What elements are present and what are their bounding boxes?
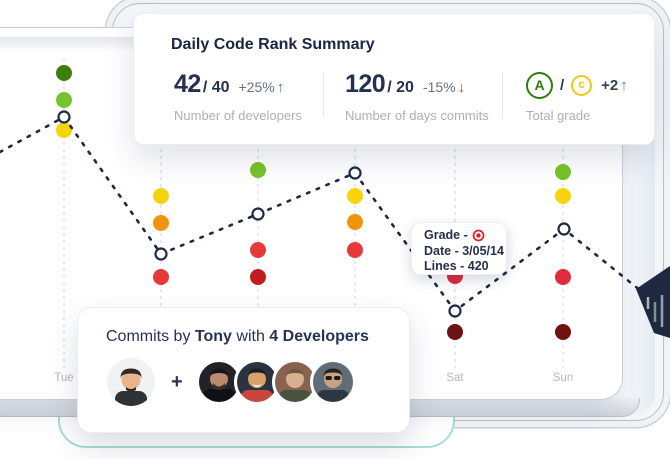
axis-label-sat: Sat [446,372,464,384]
tooltip-date-line: Date - 3/05/14 [424,243,504,258]
developer-avatar[interactable] [195,359,242,405]
grade-dot-tue[interactable] [56,65,72,81]
grade-dot-fri[interactable] [347,188,363,204]
stats-row: 42 / 40 +25% ↑ Number of developers 120 … [134,70,654,123]
commits-value: 120 [345,70,386,98]
grade-dot-wed[interactable] [153,269,169,285]
tooltip-lines-line: Lines - 420 [424,259,489,273]
grade-badge-a: A [526,71,553,99]
tooltip-grade-label: Grade - [424,228,468,242]
grade-dot-wed[interactable] [153,215,169,231]
commits-author-name: Tony [194,328,232,345]
trend-line [0,115,643,313]
developer-avatar-group [195,359,356,405]
grade-dot-sat[interactable] [447,324,463,340]
grade-dot-sun[interactable] [555,188,571,204]
trend-marker[interactable] [57,110,71,124]
grade-badge-c: c [571,74,593,96]
grade-separator: / [560,76,565,94]
developers-delta: +25% [238,79,275,95]
developers-label: Number of developers [174,108,302,123]
commits-label: Number of days commits [345,108,489,123]
commits-developer-count: 4 Developers [269,328,369,345]
trend-up-icon: ↑ [276,79,285,96]
grade-dot-sun[interactable] [555,164,571,180]
commits-denominator: / 20 [387,79,414,96]
grade-dot-tue[interactable] [56,122,72,138]
axis-label-tue: Tue [54,372,73,384]
trend-down-icon: ↓ [457,79,466,96]
trend-marker[interactable] [251,207,265,221]
developer-avatar[interactable] [309,359,356,405]
axis-label-sun: Sun [553,372,573,384]
grade-bullseye-icon [472,229,485,242]
grade-dot-thu[interactable] [250,162,266,178]
stat-divider [502,72,503,118]
trend-marker[interactable] [448,304,462,318]
grade-dot-thu[interactable] [250,269,266,285]
tooltip-grade-line: Grade - [424,228,506,244]
commits-card: Commits by Tony with 4 Developers + [77,307,410,433]
trend-marker[interactable] [154,247,168,261]
tooltip: Grade - Date - 3/05/14 Lines - 420 [411,222,507,275]
commits-title: Commits by Tony with 4 Developers [106,328,409,346]
grade-dot-thu[interactable] [250,242,266,258]
grade-dot-sun[interactable] [555,324,571,340]
stat-days-commits: 120 / 20 -15% ↓ Number of days commits [324,70,502,123]
grade-label: Total grade [526,108,591,123]
tony-avatar[interactable] [106,357,156,407]
plus-icon: + [171,370,183,393]
summary-title: Daily Code Rank Summary [171,36,375,53]
trend-up-icon: ↑ [620,76,628,94]
trend-marker[interactable] [348,166,362,180]
grade-dot-fri[interactable] [347,214,363,230]
summary-card: Daily Code Rank Summary 42 / 40 +25% ↑ N… [133,13,655,145]
stat-total-grade: A / c +2 ↑ Total grade [503,70,628,123]
grade-dot-sun[interactable] [555,269,571,285]
trend-marker[interactable] [557,222,571,236]
developers-value: 42 [174,70,201,98]
developer-avatar[interactable] [233,359,280,405]
commits-title-connector: with [236,328,265,345]
grade-dot-fri[interactable] [347,242,363,258]
commits-delta: -15% [422,79,456,95]
stat-divider [323,72,324,118]
stat-developers: 42 / 40 +25% ↑ Number of developers [134,70,323,123]
avatars-row: + [106,357,409,407]
commits-title-prefix: Commits by [106,328,191,345]
grade-dot-tue[interactable] [56,92,72,108]
grade-dot-wed[interactable] [153,188,169,204]
developers-denominator: / 40 [202,79,230,96]
grade-delta: +2 [601,76,619,94]
